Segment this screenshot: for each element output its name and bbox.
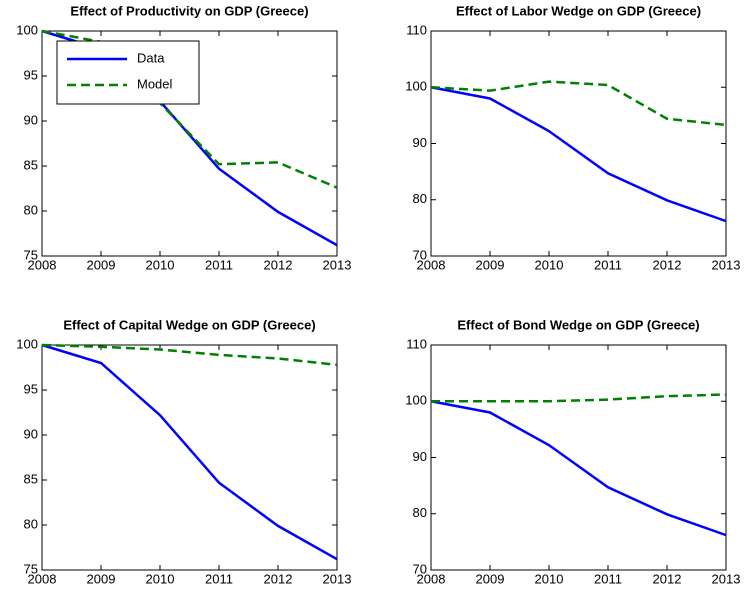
y-tick-label: 110 (406, 22, 427, 37)
y-tick-label: 95 (24, 381, 38, 396)
x-tick-label: 2010 (535, 257, 564, 272)
series-line (430, 86, 727, 223)
y-tick-label: 100 (16, 22, 38, 37)
x-tick-label: 2012 (264, 257, 293, 272)
y-tick-label: 90 (413, 135, 427, 150)
y-tick-label: 80 (24, 202, 38, 217)
y-tick-label: 100 (405, 393, 427, 408)
y-tick-label: 75 (24, 561, 38, 576)
y-tick-label: 90 (24, 426, 38, 441)
x-tick-label: 2008 (417, 257, 446, 272)
axes-box (430, 30, 727, 257)
x-tick-label: 2013 (323, 571, 352, 586)
x-tick-label: 2012 (653, 257, 682, 272)
series-line (41, 29, 338, 189)
x-tick-label: 2011 (205, 571, 233, 586)
axes-box (430, 344, 727, 571)
x-tick-label: 2011 (594, 257, 622, 272)
series-line (41, 343, 338, 367)
x-tick-label: 2012 (653, 571, 682, 586)
x-tick-label: 2009 (87, 571, 116, 586)
x-tick-label: 2010 (146, 571, 175, 586)
y-tick-label: 75 (24, 247, 38, 262)
x-tick-label: 2013 (323, 257, 352, 272)
chart-title: Effect of Bond Wedge on GDP (Greece) (457, 317, 699, 332)
x-tick-label: 2008 (28, 571, 57, 586)
series-line (431, 393, 727, 403)
x-tick-label: 2009 (476, 571, 505, 586)
y-tick-label: 70 (413, 247, 427, 262)
chart-title: Effect of Labor Wedge on GDP (Greece) (456, 3, 701, 18)
x-tick-label: 2011 (594, 571, 622, 586)
series-line (430, 80, 727, 127)
y-tick-label: 100 (16, 336, 38, 351)
chart-title: Effect of Productivity on GDP (Greece) (70, 3, 308, 18)
x-tick-label: 2010 (146, 257, 175, 272)
y-tick-label: 110 (406, 336, 427, 351)
y-tick-label: 85 (24, 157, 38, 172)
x-tick-label: 2008 (417, 571, 446, 586)
series-line (430, 400, 727, 537)
y-tick-label: 80 (413, 505, 427, 520)
y-tick-label: 70 (413, 561, 427, 576)
y-tick-label: 90 (24, 112, 38, 127)
series-line (41, 343, 338, 561)
y-tick-label: 90 (413, 449, 427, 464)
legend-box (56, 40, 200, 105)
x-tick-label: 2010 (535, 571, 564, 586)
y-tick-label: 100 (405, 79, 427, 94)
axes-box (41, 344, 338, 571)
legend-label: Model (137, 76, 173, 91)
y-tick-label: 85 (24, 471, 38, 486)
x-tick-label: 2009 (476, 257, 505, 272)
x-tick-label: 2012 (264, 571, 293, 586)
y-tick-label: 95 (24, 67, 38, 82)
x-tick-label: 2009 (87, 257, 116, 272)
x-tick-label: 2013 (712, 257, 741, 272)
x-tick-label: 2013 (712, 571, 741, 586)
x-tick-label: 2011 (205, 257, 233, 272)
x-tick-label: 2008 (28, 257, 57, 272)
y-tick-label: 80 (24, 516, 38, 531)
chart-title: Effect of Capital Wedge on GDP (Greece) (63, 317, 315, 332)
y-tick-label: 80 (413, 191, 427, 206)
legend-label: Data (137, 50, 165, 65)
